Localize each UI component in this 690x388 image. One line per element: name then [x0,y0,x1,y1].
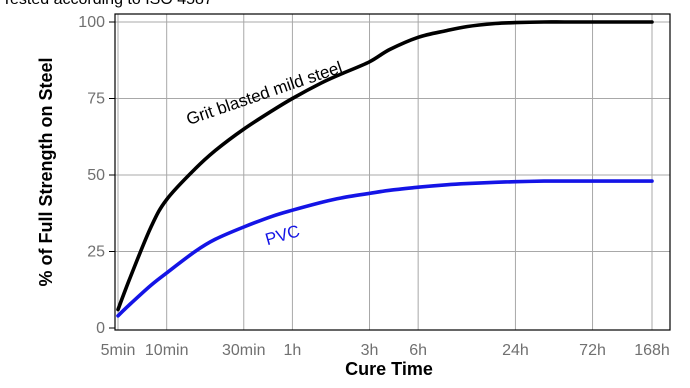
series-label-steel: Grit blasted mild steel [184,58,345,129]
x-tick-label: 168h [634,342,670,359]
x-tick-label: 72h [579,342,606,359]
series-line-pvc [116,179,654,318]
y-gridlines [109,21,670,329]
y-tick-label: 0 [96,320,105,337]
y-axis-title: % of Full Strength on Steel [36,58,56,287]
x-tick-label: 3h [361,342,379,359]
header-partial-text: Tested according to ISO 4587 [2,0,213,8]
x-tick-label: 6h [409,342,427,359]
x-tick-label: 30min [222,342,266,359]
x-gridlines [117,14,653,330]
x-axis-title: Cure Time [345,359,433,379]
plot-frame [114,13,671,331]
x-tick-labels: 5min 10min 30min 1h 3h 6h 24h 72h 168h [101,342,670,359]
y-tick-label: 50 [87,167,105,184]
x-tick-label: 24h [502,342,529,359]
y-tick-label: 75 [87,91,105,108]
series-lines [116,20,654,318]
x-tick-label: 1h [284,342,302,359]
y-tick-labels: 0 25 50 75 100 [78,14,105,337]
x-tick-label: 5min [101,342,136,359]
y-tick-label: 25 [87,244,105,261]
series-label-pvc: PVC [263,221,302,249]
series-line-steel [116,20,654,312]
y-tick-label: 100 [78,14,105,31]
x-tick-label: 10min [145,342,189,359]
